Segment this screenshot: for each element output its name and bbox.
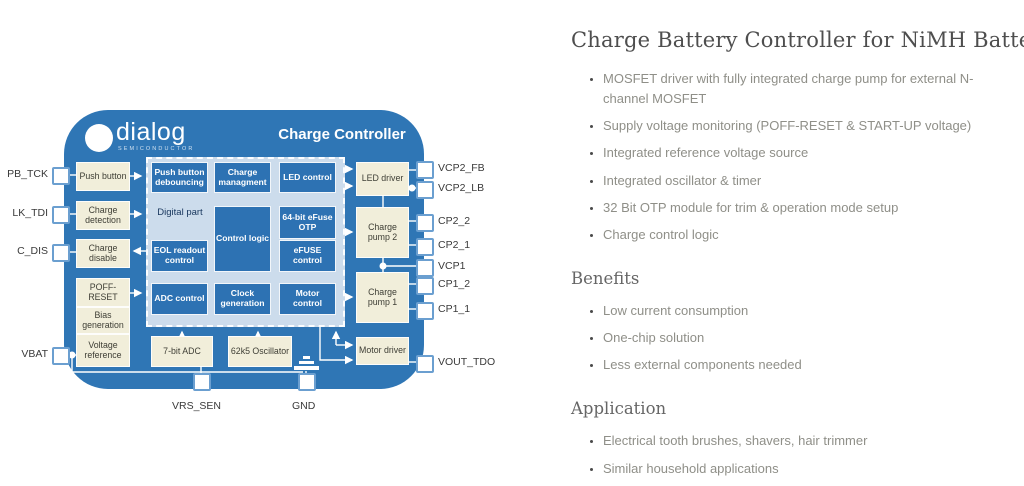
pin-vcp2-fb (416, 161, 434, 179)
feature-item: MOSFET driver with fully integrated char… (603, 69, 1016, 109)
pin-label-cp1-2: CP1_2 (438, 278, 471, 290)
pin-label-vrs-sen: VRS_SEN (172, 400, 222, 412)
features-list: MOSFET driver with fully integrated char… (571, 69, 1016, 245)
block-efuse-control: eFUSE control (279, 240, 336, 272)
pin-c-dis (52, 244, 70, 262)
application-item: Electrical tooth brushes, shavers, hair … (603, 431, 1016, 451)
ground-icon (294, 356, 319, 370)
page-title: Charge Battery Controller for NiMH Batte… (571, 28, 1024, 52)
block-diagram: dialog SEMICONDUCTOR Charge Controller D… (7, 110, 496, 412)
block-oscillator: 62k5 Oscillator (228, 336, 292, 367)
block-7bit-adc: 7-bit ADC (151, 336, 213, 367)
pin-pb-tck (52, 167, 70, 185)
pin-label-cp2-2: CP2_2 (438, 215, 471, 227)
pin-cp1-2 (416, 277, 434, 295)
pin-vcp2-lb (416, 181, 434, 199)
block-bias-generation: Bias generation (76, 307, 130, 334)
block-clock-generation: Clock generation (214, 283, 271, 315)
pin-label-c-dis: C_DIS (17, 245, 48, 257)
brand-name: dialog (116, 118, 186, 146)
pin-label-gnd: GND (292, 400, 316, 412)
block-motor-driver: Motor driver (356, 337, 409, 365)
pin-label-vcp2-fb: VCP2_FB (438, 162, 485, 174)
pin-cp2-1 (416, 238, 434, 256)
pin-label-vbat: VBAT (21, 348, 48, 360)
block-control-logic: Control logic (214, 206, 271, 272)
block-charge-pump-1: Charge pump 1 (356, 272, 409, 323)
feature-item: Integrated reference voltage source (603, 143, 1016, 163)
dialog-logo-icon (85, 124, 113, 152)
block-efuse-otp: 64-bit eFuse OTP (279, 206, 336, 239)
pin-lk-tdi (52, 206, 70, 224)
block-adc-control: ADC control (151, 283, 208, 315)
pin-cp1-1 (416, 302, 434, 320)
feature-item: Supply voltage monitoring (POFF-RESET & … (603, 116, 1016, 136)
pin-label-cp1-1: CP1_1 (438, 303, 471, 315)
benefits-list: Low current consumption One-chip solutio… (571, 301, 1016, 375)
brand-tagline: SEMICONDUCTOR (118, 146, 195, 152)
feature-item: Charge control logic (603, 225, 1016, 245)
block-push-button-debouncing: Push button debouncing (151, 162, 208, 193)
benefit-item: Less external components needed (603, 355, 1016, 375)
benefit-item: Low current consumption (603, 301, 1016, 321)
pin-gnd (298, 373, 316, 391)
block-push-button: Push button (76, 162, 130, 191)
block-charge-pump-2: Charge pump 2 (356, 207, 409, 258)
pin-label-pb-tck: PB_TCK (7, 168, 48, 180)
pin-vcp1 (416, 259, 434, 277)
benefit-item: One-chip solution (603, 328, 1016, 348)
pin-label-lk-tdi: LK_TDI (12, 207, 48, 219)
application-item: Similar household applications (603, 459, 1016, 479)
dialog-logo: dialog SEMICONDUCTOR (84, 120, 194, 153)
product-description: Charge Battery Controller for NiMH Batte… (571, 28, 1024, 486)
block-voltage-reference: Voltage reference (76, 334, 130, 367)
block-eol-readout: EOL readout control (151, 240, 208, 272)
pin-vrs-sen (193, 373, 211, 391)
pin-label-vcp2-lb: VCP2_LB (438, 182, 485, 194)
pin-cp2-2 (416, 214, 434, 232)
block-poff-reset: POFF-RESET (76, 278, 130, 307)
benefits-heading: Benefits (571, 268, 640, 288)
block-charge-detection: Charge detection (76, 201, 130, 230)
pin-vbat (52, 347, 70, 365)
block-charge-disable: Charge disable (76, 239, 130, 268)
pin-vout-tdo (416, 355, 434, 373)
block-led-driver: LED driver (356, 162, 409, 196)
block-led-control: LED control (279, 162, 336, 193)
digital-part-label: Digital part (157, 207, 203, 218)
feature-item: Integrated oscillator & timer (603, 171, 1016, 191)
application-heading: Application (571, 399, 667, 419)
block-motor-control: Motor control (279, 283, 336, 315)
block-charge-management: Charge managment (214, 162, 271, 193)
pin-label-vcp1: VCP1 (438, 260, 466, 272)
feature-item: 32 Bit OTP module for trim & operation m… (603, 198, 1016, 218)
chip-title: Charge Controller (278, 126, 406, 143)
pin-label-vout-tdo: VOUT_TDO (438, 356, 496, 368)
pin-label-cp2-1: CP2_1 (438, 239, 471, 251)
